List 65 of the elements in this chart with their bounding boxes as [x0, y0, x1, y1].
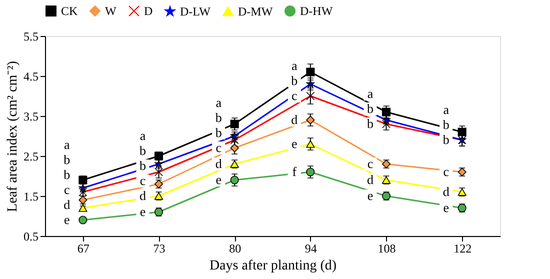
annotation: b	[442, 132, 450, 147]
annotation: d	[442, 184, 450, 199]
annotation: b	[215, 110, 222, 125]
annotation: c	[292, 88, 298, 103]
annotation: b	[367, 101, 374, 116]
x-tick-label: 73	[153, 242, 166, 256]
y-tick-label: 2.5	[24, 150, 38, 164]
x-tick-label: 94	[304, 242, 317, 256]
annotation: b	[64, 152, 70, 167]
annotation: b	[215, 125, 222, 140]
annotation: c	[140, 173, 146, 188]
annotation: b	[442, 117, 450, 132]
point	[230, 176, 239, 184]
annotation: b	[140, 143, 146, 158]
point	[78, 216, 88, 224]
annotation: c	[64, 182, 70, 197]
point	[306, 140, 315, 148]
legend-label: W	[105, 4, 117, 18]
point	[306, 80, 314, 88]
annotation: e	[140, 204, 146, 219]
point	[78, 204, 88, 212]
y-tick-label: 0.5	[24, 230, 38, 244]
legend-label: D-HW	[300, 4, 334, 18]
annotation: e	[443, 200, 450, 215]
legend-label: D-MW	[238, 4, 274, 18]
annotation: b	[64, 167, 70, 182]
annotation: d	[367, 172, 374, 187]
y-axis-title: Leaf area index (cm² cm⁻²)	[6, 60, 20, 212]
annotation: b	[291, 73, 298, 88]
annotation: b	[140, 158, 146, 173]
annotation: d	[64, 197, 71, 212]
y-tick-label: 5.5	[24, 30, 38, 44]
annotation: c	[443, 164, 450, 179]
annotation: a	[140, 128, 146, 143]
x-tick-label: 80	[229, 242, 242, 256]
annotation: e	[216, 172, 222, 187]
annotation: a	[367, 86, 374, 101]
y-tick-label: 4.5	[24, 70, 38, 84]
annotation: d	[215, 156, 222, 171]
point	[306, 168, 315, 176]
annotation: a	[64, 137, 70, 152]
legend-label: CK	[61, 4, 78, 18]
y-tick-label: 1.5	[24, 190, 38, 204]
x-tick-label: 122	[454, 242, 472, 256]
annotation: d	[291, 112, 298, 127]
annotation: a	[216, 95, 222, 110]
point	[306, 116, 315, 124]
annotation: c	[216, 140, 222, 155]
annotation: c	[367, 156, 374, 171]
point	[458, 128, 466, 136]
annotation: d	[140, 188, 146, 203]
y-tick-label: 3.5	[24, 110, 38, 124]
annotation: f	[292, 164, 298, 179]
annotation: a	[292, 58, 298, 73]
annotation: b	[367, 116, 374, 131]
annotation: e	[64, 212, 70, 227]
annotation: a	[443, 102, 450, 117]
annotation: e	[367, 188, 374, 203]
legend-label: D-LW	[180, 4, 212, 18]
point	[306, 68, 315, 76]
annotation: e	[292, 136, 298, 151]
x-tick-label: 67	[77, 242, 90, 256]
x-axis-title: Days after planting (d)	[209, 258, 337, 274]
x-tick-label: 108	[378, 242, 396, 256]
legend-label: D	[144, 4, 153, 18]
